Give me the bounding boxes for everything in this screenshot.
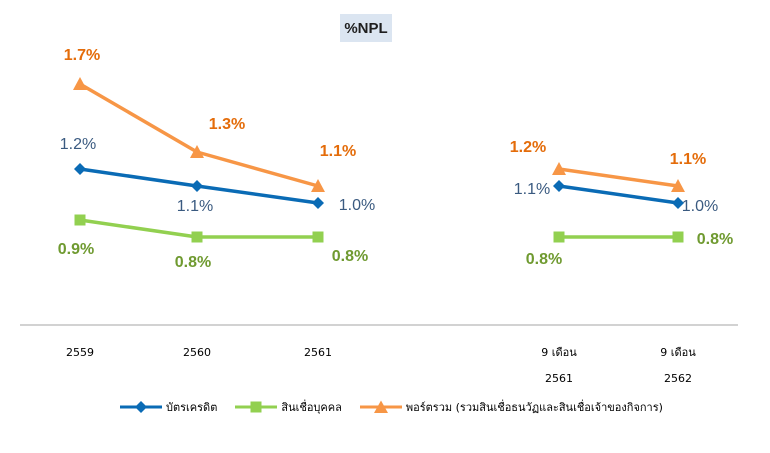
data-label: 0.9% — [58, 241, 94, 258]
data-point-square — [672, 231, 684, 243]
legend-label-credit-card: บัตรเครดิต — [166, 401, 218, 414]
series-line — [558, 167, 679, 188]
chart-title: %NPL — [340, 14, 392, 42]
chart-legend: บัตรเครดิต สินเชื่อบุคคล พอร์ตรวม (รวมสิ… — [120, 398, 681, 416]
data-point-triangle — [190, 145, 204, 158]
data-label: 1.1% — [514, 181, 550, 198]
series-line — [558, 184, 679, 205]
x-tick-label: 2559 — [66, 346, 94, 359]
data-point-square — [191, 231, 203, 243]
data-label: 1.1% — [670, 151, 706, 168]
legend-item-total-portfolio: พอร์ตรวม (รวมสินเชื่อธนวัฏและสินเชื่อเจ้… — [359, 398, 663, 416]
data-label: 1.0% — [339, 197, 375, 214]
data-label: 0.8% — [526, 251, 562, 268]
data-label: 1.1% — [177, 198, 213, 215]
data-label: 0.8% — [175, 254, 211, 271]
data-label: 1.3% — [209, 116, 245, 133]
data-point-square — [74, 214, 86, 226]
square-marker-icon — [235, 401, 278, 413]
data-label: 1.2% — [510, 139, 546, 156]
data-point-triangle — [311, 179, 325, 192]
data-point-triangle — [552, 162, 566, 175]
data-label: 1.1% — [320, 143, 356, 160]
data-point-diamond — [672, 197, 684, 209]
data-label: 1.0% — [682, 198, 718, 215]
x-tick-label: 2561 — [304, 346, 332, 359]
data-point-diamond — [191, 180, 203, 192]
x-tick-label: 9 เดือน — [660, 346, 696, 359]
data-label: 0.8% — [697, 231, 733, 248]
data-point-diamond — [74, 163, 86, 175]
data-label: 1.2% — [60, 136, 96, 153]
data-point-diamond — [553, 180, 565, 192]
data-point-triangle — [671, 179, 685, 192]
data-point-diamond — [312, 197, 324, 209]
legend-label-total-portfolio: พอร์ตรวม (รวมสินเชื่อธนวัฏและสินเชื่อเจ้… — [405, 401, 663, 414]
legend-item-personal-loan: สินเชื่อบุคคล — [235, 398, 342, 416]
x-tick-label-sub: 2561 — [545, 372, 573, 385]
legend-label-personal-loan: สินเชื่อบุคคล — [281, 401, 342, 414]
data-label: 0.8% — [332, 248, 368, 265]
x-tick-label: 2560 — [183, 346, 211, 359]
data-label: 1.7% — [64, 47, 100, 64]
x-tick-label: 9 เดือน — [541, 346, 577, 359]
triangle-marker-icon — [359, 400, 402, 413]
x-tick-label-sub: 2562 — [664, 372, 692, 385]
data-point-triangle — [73, 77, 87, 90]
series-line — [79, 82, 319, 188]
data-point-square — [312, 231, 324, 243]
diamond-marker-icon — [120, 401, 162, 413]
legend-item-credit-card: บัตรเครดิต — [120, 398, 217, 416]
data-point-square — [553, 231, 565, 243]
